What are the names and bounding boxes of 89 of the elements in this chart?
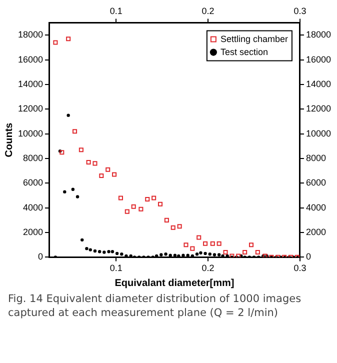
point — [88, 248, 92, 252]
point — [217, 253, 221, 256]
x2-tick-label: 0.1 — [110, 6, 122, 16]
point — [195, 252, 199, 256]
x-tick-label: 0.2 — [202, 263, 214, 274]
y2-tick-label: 14000 — [306, 78, 332, 89]
y-tick-label: 12000 — [18, 104, 44, 114]
point — [93, 249, 97, 253]
point — [212, 253, 216, 256]
point — [92, 161, 98, 166]
point — [177, 224, 182, 229]
legend-label: Test section — [220, 46, 268, 57]
y-tick-label: 6000 — [22, 178, 44, 188]
point — [106, 167, 110, 172]
point — [203, 241, 208, 246]
point — [236, 254, 241, 258]
point — [196, 235, 202, 240]
point — [208, 252, 212, 256]
point — [80, 238, 84, 242]
point — [76, 195, 80, 198]
point — [170, 225, 176, 230]
x-tick-label: 0.1 — [110, 263, 122, 274]
point — [138, 206, 144, 212]
point — [242, 250, 248, 255]
y-tick-label: 4000 — [22, 202, 44, 212]
y-tick-label: 14000 — [18, 78, 44, 89]
point — [158, 202, 163, 206]
point — [107, 250, 110, 254]
point — [160, 253, 163, 256]
x-tick-label: 0.3 — [294, 263, 306, 274]
y2-tick-label: 2000 — [306, 227, 326, 238]
point — [204, 252, 207, 256]
y2-tick-label: 6000 — [306, 178, 326, 188]
point — [99, 174, 104, 178]
point — [210, 241, 215, 246]
point — [152, 196, 156, 200]
point — [262, 254, 268, 258]
y-tick-label: 8000 — [22, 152, 44, 163]
point — [255, 250, 260, 255]
point — [63, 190, 66, 194]
y-axis-title: Counts — [4, 122, 15, 158]
point — [168, 254, 172, 257]
point — [66, 36, 71, 42]
point — [145, 196, 150, 202]
point — [60, 150, 64, 155]
y2-tick-label: 10000 — [306, 128, 332, 138]
point — [184, 242, 188, 248]
y2-tick-label: 4000 — [306, 202, 326, 212]
caption: Fig. 14 Equivalent diameter distribution of 1000 images captured at each measurement plane (Q = 2 l/min) — [8, 292, 302, 320]
y2-tick-label: 12000 — [306, 104, 332, 114]
y-tick-label: 0 — [38, 252, 44, 262]
point — [120, 252, 124, 256]
point — [173, 254, 177, 257]
y2-tick-label: 8000 — [306, 152, 326, 163]
point — [118, 196, 123, 200]
point — [72, 129, 78, 134]
point — [98, 250, 102, 254]
point — [164, 252, 168, 256]
point — [199, 251, 202, 254]
y2-tick-label: 0 — [306, 252, 311, 262]
point — [216, 241, 222, 246]
point — [71, 188, 75, 191]
point — [112, 172, 117, 177]
point — [223, 250, 228, 255]
x-axis-title: Equivalant diameter[mm] — [114, 278, 234, 289]
y-tick-label: 18000 — [18, 30, 44, 40]
point — [78, 148, 84, 152]
y-tick-label: 2000 — [22, 227, 44, 238]
point — [182, 254, 185, 257]
point — [110, 250, 114, 254]
point — [115, 252, 119, 256]
point — [102, 250, 106, 254]
point — [86, 160, 91, 164]
x2-tick-label: 0.3 — [294, 6, 306, 16]
legend-label: Settling chamber — [220, 34, 288, 44]
point — [248, 242, 254, 248]
point — [131, 204, 136, 209]
point — [53, 40, 58, 45]
point — [186, 254, 190, 257]
point — [190, 246, 195, 251]
x2-tick-label: 0.2 — [202, 6, 214, 16]
point — [85, 246, 88, 250]
y2-tick-label: 16000 — [306, 54, 332, 64]
point — [164, 218, 169, 222]
y-tick-label: 16000 — [18, 54, 44, 64]
y2-tick-label: 18000 — [306, 30, 332, 40]
y-tick-label: 10000 — [18, 128, 44, 138]
point — [124, 209, 130, 214]
point — [66, 114, 70, 117]
